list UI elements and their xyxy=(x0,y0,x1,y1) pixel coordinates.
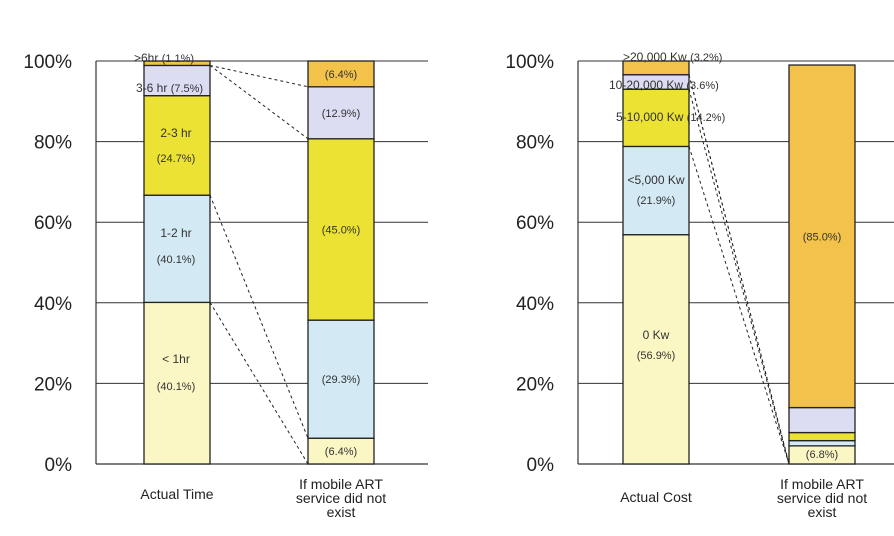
category-label: Actual Time xyxy=(140,486,213,502)
segment-percent: (56.9%) xyxy=(637,350,676,362)
y-tick-label: 20% xyxy=(34,374,72,395)
bar-segment xyxy=(622,234,690,465)
segment-percent: (7.5%) xyxy=(171,83,203,95)
segment-label: 1-2 hr xyxy=(160,226,191,240)
segment-percent: (6.8%) xyxy=(806,449,838,461)
segment-percent: (6.4%) xyxy=(325,69,357,81)
bar-segment xyxy=(143,64,211,97)
y-tick-label: 40% xyxy=(34,294,72,315)
y-tick-label: 60% xyxy=(34,213,72,234)
category-label: If mobile ART service did not exist xyxy=(777,476,867,520)
bar-segment xyxy=(622,60,690,76)
segment-percent: (3.6%) xyxy=(686,80,718,92)
connector-line xyxy=(209,64,309,88)
segment-label: 10-20,000 Kw (3.6%) xyxy=(609,78,719,92)
segment-percent: (40.1%) xyxy=(157,381,196,393)
bar-segment xyxy=(788,439,856,447)
y-tick-label: 80% xyxy=(34,133,72,154)
segment-label: 5-10,000 Kw (14.2%) xyxy=(616,110,725,124)
connector-line xyxy=(209,195,309,439)
bar-segment xyxy=(307,138,375,321)
segment-label: >20,000 Kw (3.2%) xyxy=(623,50,722,64)
segment-percent: (12.9%) xyxy=(322,108,361,120)
segment-label: <5,000 Kw xyxy=(627,173,684,187)
segment-percent: (6.4%) xyxy=(325,446,357,458)
connector-line xyxy=(209,302,309,465)
connector-line xyxy=(209,65,309,140)
cost-chart: 0% 20% 40% 60% 80% 100% 0 Kw (56.9%) <5,000 Kw (2… xyxy=(505,50,894,520)
segment-percent: (3.2%) xyxy=(690,52,722,64)
bar-segment xyxy=(143,194,211,304)
y-tick-label: 0% xyxy=(45,455,73,476)
bar-segment xyxy=(143,301,211,465)
segment-label: >6hr (1.1%) xyxy=(134,51,194,65)
segment-percent: (24.7%) xyxy=(157,153,196,165)
y-tick-label: 100% xyxy=(505,52,554,73)
segment-percent: (21.9%) xyxy=(637,195,676,207)
bar-segment xyxy=(143,60,211,67)
bar-segment xyxy=(788,64,856,409)
segment-percent: (45.0%) xyxy=(322,224,361,236)
segment-label: < 1hr xyxy=(162,352,190,366)
segment-percent: (1.1%) xyxy=(162,53,194,65)
y-tick-label: 40% xyxy=(516,294,554,315)
segment-percent: (40.1%) xyxy=(157,254,196,266)
connector-line xyxy=(688,146,790,465)
y-tick-label: 60% xyxy=(516,213,554,234)
segment-label: 3-6 hr (7.5%) xyxy=(136,81,203,95)
y-tick-label: 0% xyxy=(527,455,555,476)
time-chart: 0% 20% 40% 60% 80% 100% < 1hr (40.1%) 1-2 hr (40.… xyxy=(23,51,428,520)
category-label: Actual Cost xyxy=(620,489,692,505)
category-label: If mobile ART service did not exist xyxy=(296,476,386,520)
bar-segment xyxy=(622,145,690,236)
connector-line xyxy=(688,89,790,465)
segment-label: 0 Kw xyxy=(643,328,670,342)
segment-label: 2-3 hr xyxy=(160,126,191,140)
bar-segment xyxy=(307,86,375,140)
bar-segment xyxy=(307,319,375,439)
y-tick-label: 20% xyxy=(516,374,554,395)
connector-line xyxy=(688,74,790,465)
y-tick-label: 80% xyxy=(516,133,554,154)
bar-segment xyxy=(788,431,856,442)
y-tick-label: 100% xyxy=(23,52,72,73)
bar-segment xyxy=(307,60,375,88)
segment-percent: (29.3%) xyxy=(322,374,361,386)
bar-segment xyxy=(788,406,856,434)
bar-segment xyxy=(143,95,211,196)
segment-percent: (85.0%) xyxy=(803,231,842,243)
segment-percent: (14.2%) xyxy=(687,112,726,124)
